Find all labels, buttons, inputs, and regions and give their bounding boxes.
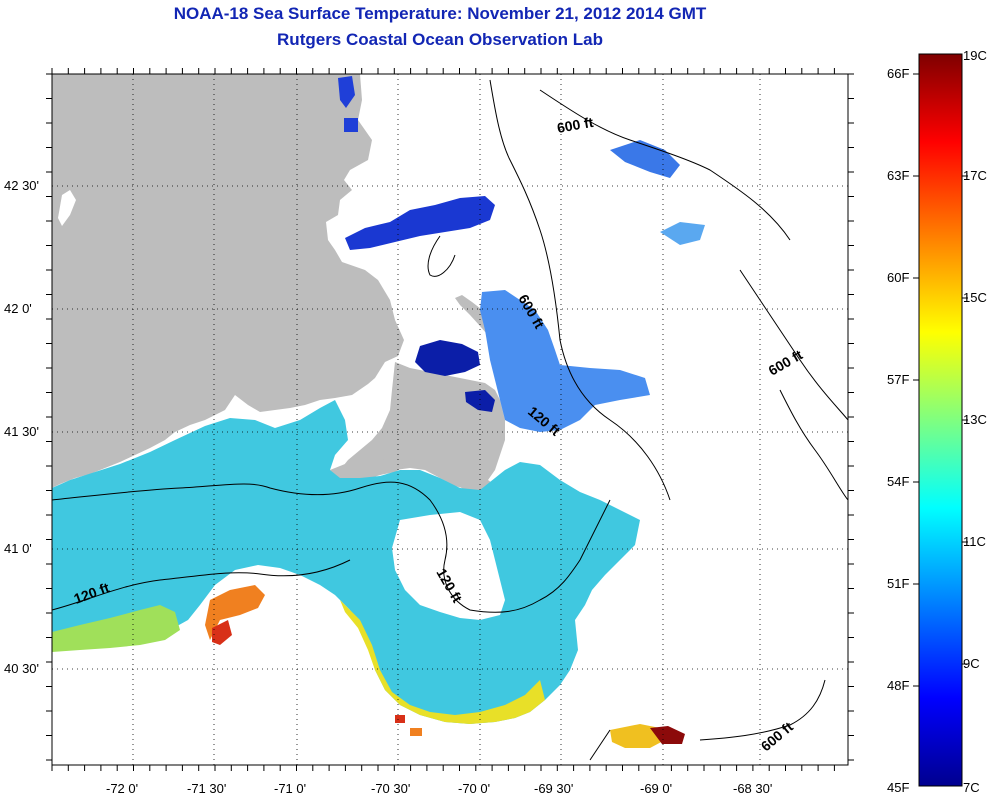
sst-patch-north xyxy=(338,76,355,108)
land-cape-cod xyxy=(340,362,505,490)
lon-label: -72 0' xyxy=(106,781,139,796)
colorbar-c-label: 7C xyxy=(963,780,980,795)
colorbar-f-label: 45F xyxy=(887,780,910,795)
sst-pixel xyxy=(344,118,358,132)
colorbar-c-label: 9C xyxy=(963,656,980,671)
colorbar-f-label: 48F xyxy=(887,678,910,693)
lon-label: -71 30' xyxy=(187,781,227,796)
colorbar-c-label: 13C xyxy=(963,412,987,427)
sst-patch-yellow xyxy=(340,600,545,724)
colorbar-f-label: 54F xyxy=(887,474,910,489)
sst-patch-cape-ann xyxy=(345,196,495,250)
lat-label: 42 0' xyxy=(4,301,32,316)
sst-patch-green xyxy=(52,605,180,652)
lat-label: 40 30' xyxy=(4,661,40,676)
lat-label: 41 0' xyxy=(4,541,32,556)
sst-patch-chatham xyxy=(465,390,495,412)
lon-label: -68 30' xyxy=(733,781,773,796)
lon-label: -69 30' xyxy=(534,781,574,796)
graticule xyxy=(52,74,848,765)
colorbar-c-label: 15C xyxy=(963,290,987,305)
sst-patch-ccbay xyxy=(415,340,480,376)
chart-subtitle: Rutgers Coastal Ocean Observation Lab xyxy=(277,30,603,49)
sst-pixel xyxy=(410,728,422,736)
lat-label: 41 30' xyxy=(4,424,40,439)
sst-patch-gom2 xyxy=(610,140,680,178)
lat-label: 42 30' xyxy=(4,178,40,193)
colorbar xyxy=(918,53,963,787)
colorbar-c-label: 17C xyxy=(963,168,987,183)
lon-label: -70 30' xyxy=(371,781,411,796)
map-frame xyxy=(51,73,849,766)
colorbar-f-label: 60F xyxy=(887,270,910,285)
sst-patch-gap xyxy=(392,512,505,620)
sst-patch-orange xyxy=(205,585,265,640)
sst-patch-east xyxy=(480,290,650,432)
lon-label: -69 0' xyxy=(640,781,673,796)
land-massachusetts xyxy=(52,74,404,488)
sst-patch-darkred xyxy=(650,726,685,744)
colorbar-f-label: 66F xyxy=(887,66,910,81)
colorbar-c-label: 19C xyxy=(963,48,987,63)
sst-patch-red xyxy=(212,620,232,645)
colorbar-f-label: 63F xyxy=(887,168,910,183)
colorbar-f-label: 57F xyxy=(887,372,910,387)
colorbar-ticks xyxy=(913,73,968,687)
chart-title: NOAA-18 Sea Surface Temperature: Novembe… xyxy=(173,4,707,23)
sst-patch-south-east xyxy=(610,724,665,748)
land-small-island xyxy=(58,190,76,226)
depth-contours xyxy=(52,79,848,761)
sst-patch-gom xyxy=(660,222,705,245)
lon-label: -71 0' xyxy=(274,781,307,796)
colorbar-f-label: 51F xyxy=(887,576,910,591)
contour-label: 600 ft xyxy=(556,114,595,136)
colorbar-c-label: 11C xyxy=(963,534,986,549)
lon-label: -70 0' xyxy=(458,781,491,796)
sst-pixel xyxy=(395,715,405,723)
frame-ticks xyxy=(46,68,854,771)
land-marthas-vineyard xyxy=(330,458,405,478)
